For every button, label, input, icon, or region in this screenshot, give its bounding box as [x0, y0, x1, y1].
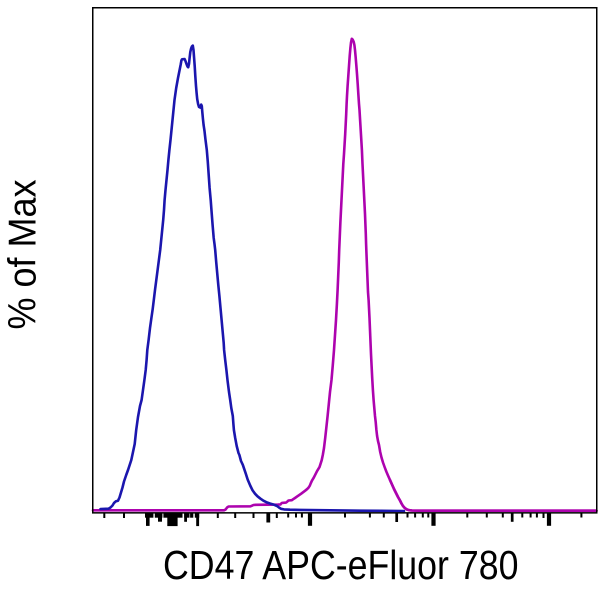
svg-text:CD47 APC-eFluor 780: CD47 APC-eFluor 780	[163, 542, 519, 588]
svg-text:% of Max: % of Max	[2, 179, 45, 329]
